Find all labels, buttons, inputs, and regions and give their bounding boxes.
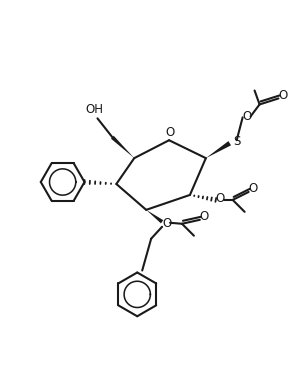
Text: O: O [242,110,251,123]
Text: O: O [215,192,224,205]
Polygon shape [111,136,134,158]
Text: O: O [248,182,257,196]
Text: O: O [165,126,175,139]
Polygon shape [146,210,163,223]
Text: O: O [199,210,209,223]
Text: O: O [279,89,288,102]
Polygon shape [206,141,231,158]
Text: OH: OH [86,103,103,116]
Text: O: O [162,217,172,230]
Text: S: S [233,135,240,148]
